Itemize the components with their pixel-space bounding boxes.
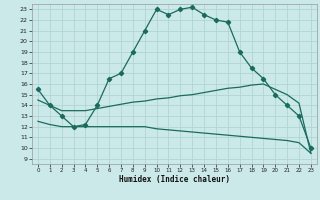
X-axis label: Humidex (Indice chaleur): Humidex (Indice chaleur) (119, 175, 230, 184)
